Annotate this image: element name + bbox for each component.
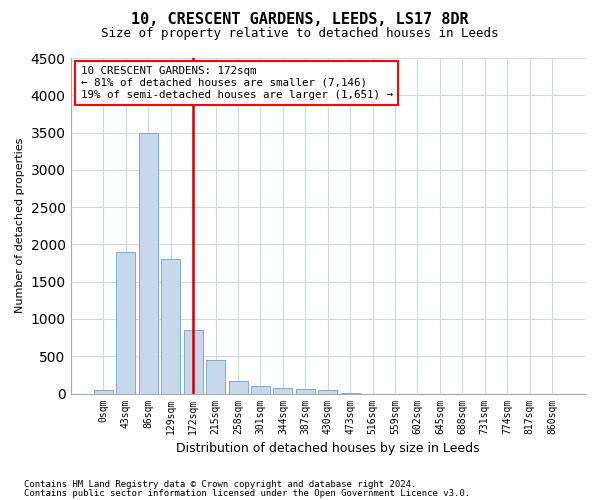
Text: 10, CRESCENT GARDENS, LEEDS, LS17 8DR: 10, CRESCENT GARDENS, LEEDS, LS17 8DR — [131, 12, 469, 28]
Text: 10 CRESCENT GARDENS: 172sqm
← 81% of detached houses are smaller (7,146)
19% of : 10 CRESCENT GARDENS: 172sqm ← 81% of det… — [81, 66, 393, 100]
X-axis label: Distribution of detached houses by size in Leeds: Distribution of detached houses by size … — [176, 442, 479, 455]
Text: Contains public sector information licensed under the Open Government Licence v3: Contains public sector information licen… — [24, 488, 470, 498]
Text: Contains HM Land Registry data © Crown copyright and database right 2024.: Contains HM Land Registry data © Crown c… — [24, 480, 416, 489]
Y-axis label: Number of detached properties: Number of detached properties — [15, 138, 25, 314]
Bar — [229, 380, 248, 394]
Bar — [116, 252, 136, 394]
Bar — [274, 388, 292, 394]
Bar — [94, 390, 113, 394]
Bar — [318, 390, 337, 394]
Bar — [184, 330, 203, 394]
Bar — [206, 360, 225, 394]
Bar — [161, 260, 180, 394]
Text: Size of property relative to detached houses in Leeds: Size of property relative to detached ho… — [101, 28, 499, 40]
Bar — [296, 389, 315, 394]
Bar — [251, 386, 270, 394]
Bar — [139, 132, 158, 394]
